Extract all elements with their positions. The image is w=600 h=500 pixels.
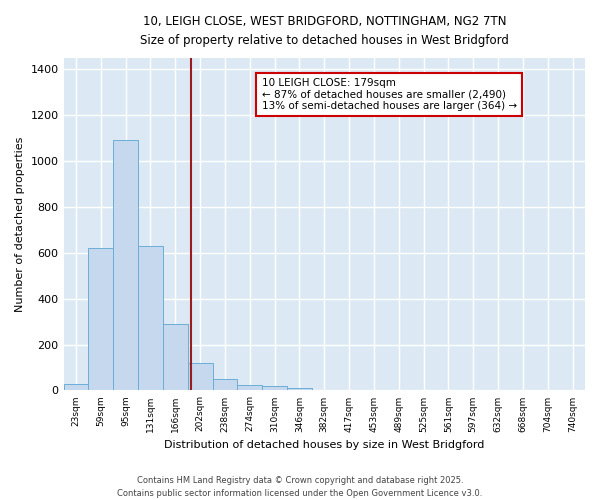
Bar <box>287 388 312 390</box>
Bar <box>188 363 212 390</box>
Bar <box>88 248 113 390</box>
Y-axis label: Number of detached properties: Number of detached properties <box>15 136 25 312</box>
Bar <box>163 324 188 390</box>
Text: 10 LEIGH CLOSE: 179sqm
← 87% of detached houses are smaller (2,490)
13% of semi-: 10 LEIGH CLOSE: 179sqm ← 87% of detached… <box>262 78 517 111</box>
Bar <box>262 386 287 390</box>
Bar <box>212 380 238 390</box>
Bar <box>138 246 163 390</box>
Bar <box>238 384 262 390</box>
Bar <box>64 384 88 390</box>
X-axis label: Distribution of detached houses by size in West Bridgford: Distribution of detached houses by size … <box>164 440 484 450</box>
Text: Contains HM Land Registry data © Crown copyright and database right 2025.
Contai: Contains HM Land Registry data © Crown c… <box>118 476 482 498</box>
Bar <box>113 140 138 390</box>
Title: 10, LEIGH CLOSE, WEST BRIDGFORD, NOTTINGHAM, NG2 7TN
Size of property relative t: 10, LEIGH CLOSE, WEST BRIDGFORD, NOTTING… <box>140 15 509 47</box>
